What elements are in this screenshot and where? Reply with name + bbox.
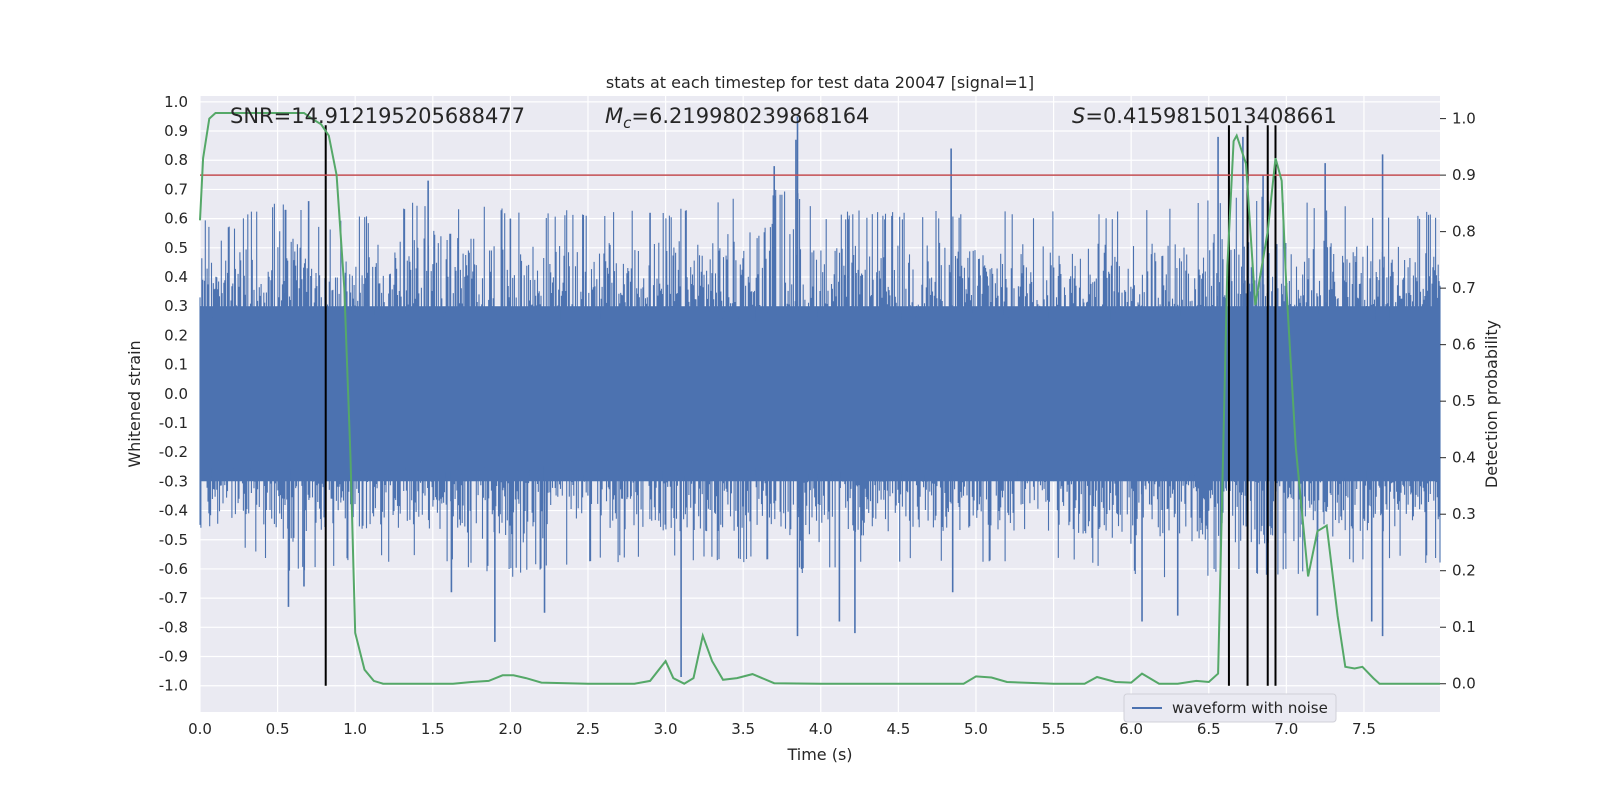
x-tick-label: 0.0: [188, 720, 212, 738]
y-left-axis-label: Whitened strain: [125, 340, 144, 467]
y-right-tick-label: 0.4: [1452, 449, 1476, 467]
snr-annotation: SNR=14.912195205688477: [230, 104, 525, 128]
x-tick-label: 1.0: [343, 720, 367, 738]
x-tick-label: 0.5: [266, 720, 290, 738]
y-right-tick-label: 0.6: [1452, 336, 1476, 354]
y-left-tick-label: -0.1: [159, 414, 188, 432]
y-left-tick-label: 0.6: [164, 210, 188, 228]
x-tick-label: 7.0: [1274, 720, 1298, 738]
x-tick-label: 3.0: [654, 720, 678, 738]
y-left-tick-label: 0.2: [164, 326, 188, 344]
y-left-tick-label: -0.4: [159, 502, 188, 520]
y-right-axis-label: Detection probability: [1482, 320, 1501, 488]
y-left-tick-label: 0.0: [164, 385, 188, 403]
chart-title: stats at each timestep for test data 200…: [606, 73, 1034, 92]
y-left-tick-label: -0.5: [159, 531, 188, 549]
y-right-tick-label: 0.0: [1452, 675, 1476, 693]
x-tick-label: 5.0: [964, 720, 988, 738]
mc-symbol: M: [605, 104, 623, 128]
x-axis-ticks: 0.0 0.5 1.0 1.5 2.0 2.5 3.0 3.5 4.0 4.5 5.0 5.5 6.0 6…: [188, 720, 1376, 738]
y-left-tick-label: -0.7: [159, 589, 188, 607]
x-tick-label: 6.5: [1197, 720, 1221, 738]
mc-annotation: Mc=6.219980239868164: [605, 104, 869, 132]
x-axis-label: Time (s): [786, 745, 852, 764]
legend-label: waveform with noise: [1172, 699, 1328, 717]
x-tick-label: 2.5: [576, 720, 600, 738]
y-left-tick-label: 1.0: [164, 93, 188, 111]
y-right-tick-label: 0.5: [1452, 392, 1476, 410]
y-right-axis-ticks: 1.0 0.9 0.8 0.7 0.6 0.5 0.4 0.3 0.2 0.1 0.0: [1440, 110, 1476, 693]
y-left-tick-label: -1.0: [159, 677, 188, 695]
y-right-tick-label: 0.8: [1452, 223, 1476, 241]
probability-series: [199, 112, 1440, 685]
legend: waveform with noise: [1123, 693, 1337, 723]
x-tick-label: 5.5: [1042, 720, 1066, 738]
waveform-series: [199, 116, 1441, 677]
y-left-tick-label: 0.9: [164, 122, 188, 140]
s-annotation: S=0.4159815013408661: [1072, 104, 1337, 128]
s-value: =0.4159815013408661: [1085, 104, 1336, 128]
mc-subscript: c: [623, 114, 632, 132]
y-left-tick-label: 0.4: [164, 268, 188, 286]
y-right-tick-label: 0.3: [1452, 505, 1476, 523]
x-tick-label: 4.0: [809, 720, 833, 738]
y-right-tick-label: 0.7: [1452, 279, 1476, 297]
marker-lines: [324, 125, 1277, 686]
mc-value: =6.219980239868164: [631, 104, 869, 128]
y-left-tick-label: -0.3: [159, 472, 188, 490]
y-right-tick-label: 0.1: [1452, 618, 1476, 636]
x-tick-label: 2.0: [498, 720, 522, 738]
y-left-tick-label: 0.3: [164, 297, 188, 315]
s-symbol: S: [1072, 104, 1085, 128]
y-right-tick-label: 0.9: [1452, 166, 1476, 184]
waveform-noise: [199, 189, 1441, 578]
y-right-tick-label: 0.2: [1452, 562, 1476, 580]
y-left-axis-ticks: 1.0 0.9 0.8 0.7 0.6 0.5 0.4 0.3 0.2 0.1 0.0 -0.1 -0.…: [159, 93, 188, 695]
y-left-tick-label: -0.6: [159, 560, 188, 578]
x-tick-label: 3.5: [731, 720, 755, 738]
x-tick-label: 7.5: [1352, 720, 1376, 738]
y-left-tick-label: -0.8: [159, 618, 188, 636]
y-left-tick-label: -0.2: [159, 443, 188, 461]
y-left-tick-label: 0.1: [164, 356, 188, 374]
y-left-tick-label: -0.9: [159, 648, 188, 666]
x-tick-label: 6.0: [1119, 720, 1143, 738]
y-left-tick-label: 0.8: [164, 151, 188, 169]
y-left-tick-label: 0.7: [164, 180, 188, 198]
x-tick-label: 1.5: [421, 720, 445, 738]
legend-box: [1123, 693, 1337, 723]
y-right-tick-label: 1.0: [1452, 110, 1476, 128]
x-tick-label: 4.5: [886, 720, 910, 738]
y-left-tick-label: 0.5: [164, 239, 188, 257]
